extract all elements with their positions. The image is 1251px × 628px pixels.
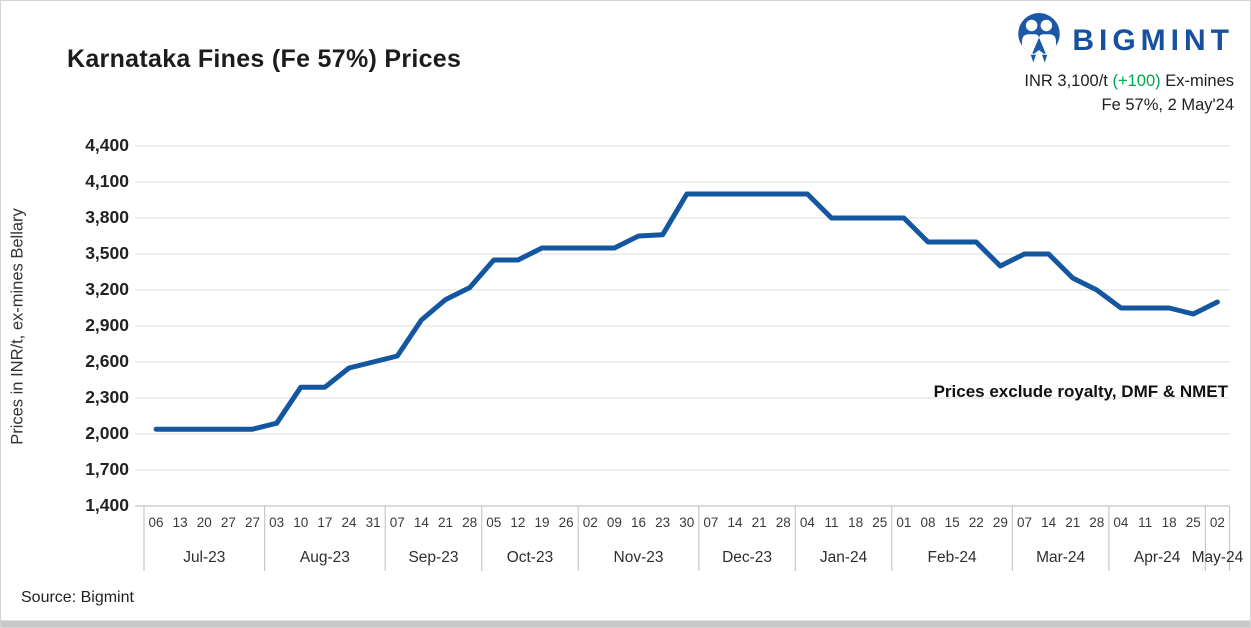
month-label: Mar-24 (1036, 549, 1085, 566)
price-series-line (153, 191, 1220, 432)
y-tick-label: 2,000 (85, 423, 129, 443)
day-tick-label: 13 (173, 515, 188, 530)
day-tick-label: 02 (583, 515, 598, 530)
day-tick-label: 06 (149, 515, 164, 530)
day-tick-label: 05 (486, 515, 501, 530)
day-tick-label: 18 (848, 515, 863, 530)
month-label: Apr-24 (1134, 549, 1181, 566)
y-tick-label: 2,300 (85, 387, 129, 407)
y-tick-label: 3,800 (85, 207, 129, 227)
day-tick-label: 01 (896, 515, 911, 530)
page-title: Karnataka Fines (Fe 57%) Prices (67, 45, 462, 73)
day-tick-label: 07 (390, 515, 405, 530)
y-tick-label: 3,200 (85, 279, 129, 299)
y-tick-label: 3,500 (85, 243, 129, 263)
day-tick-label: 24 (342, 515, 358, 530)
day-tick-label: 14 (1041, 515, 1057, 530)
day-tick-label: 07 (1017, 515, 1032, 530)
day-tick-label: 15 (945, 515, 960, 530)
day-tick-label: 21 (1065, 515, 1080, 530)
bigmint-two-figures-icon (1016, 13, 1062, 68)
day-tick-label: 04 (1113, 515, 1129, 530)
day-tick-label: 11 (824, 515, 838, 530)
month-label: May-24 (1192, 549, 1244, 566)
day-tick-label: 22 (969, 515, 984, 530)
y-tick-label: 2,600 (85, 351, 129, 371)
day-tick-label: 17 (317, 515, 332, 530)
day-tick-label: 20 (197, 515, 212, 530)
day-tick-label: 25 (1186, 515, 1201, 530)
month-label: Sep-23 (408, 549, 458, 566)
month-label: Feb-24 (928, 549, 977, 566)
day-tick-label: 28 (776, 515, 791, 530)
y-tick-label: 2,900 (85, 315, 129, 335)
day-tick-label: 09 (607, 515, 622, 530)
royalty-annotation: Prices exclude royalty, DMF & NMET (933, 382, 1228, 401)
price-change: (+100) (1112, 72, 1161, 90)
day-tick-label: 02 (1210, 515, 1225, 530)
month-label: Aug-23 (300, 549, 350, 566)
brand-block: BIGMINT INR 3,100/t (+100) Ex-mines Fe 5… (1016, 13, 1234, 115)
price-detail-line: Fe 57%, 2 May'24 (1101, 95, 1234, 114)
y-axis-tick-labels: 4,400 4,100 3,800 3,500 3,200 2,900 2,600 2,300… (1, 1, 129, 627)
day-tick-label: 25 (872, 515, 887, 530)
day-tick-label: 14 (727, 515, 743, 530)
y-tick-label: 4,400 (85, 135, 129, 155)
month-label: Oct-23 (507, 549, 554, 566)
day-tick-label: 07 (703, 515, 718, 530)
day-tick-label: 27 (221, 515, 236, 530)
day-tick-label: 31 (366, 515, 381, 530)
brand-name: BIGMINT (1072, 23, 1234, 57)
source-label: Source: Bigmint (21, 589, 134, 606)
month-label: Nov-23 (614, 549, 664, 566)
day-tick-label: 04 (800, 515, 816, 530)
day-tick-label: 26 (559, 515, 574, 530)
day-tick-label: 08 (920, 515, 935, 530)
day-tick-label: 28 (1089, 515, 1104, 530)
month-label: Jul-23 (183, 549, 225, 566)
day-tick-label: 12 (510, 515, 525, 530)
price-suffix: Ex-mines (1165, 72, 1234, 90)
day-tick-label: 03 (269, 515, 284, 530)
day-tick-label: 14 (414, 515, 430, 530)
day-tick-label: 11 (1138, 515, 1152, 530)
day-tick-label: 21 (438, 515, 453, 530)
day-tick-label: 23 (655, 515, 670, 530)
day-tick-label: 21 (752, 515, 767, 530)
day-tick-label: 28 (462, 515, 477, 530)
day-tick-label: 29 (993, 515, 1008, 530)
price-quote-line: INR 3,100/t (+100) Ex-mines (1016, 71, 1234, 92)
day-tick-label: 27 (245, 515, 260, 530)
y-tick-label: 1,400 (85, 495, 129, 515)
price-value: INR 3,100/t (1024, 72, 1108, 90)
bottom-window-strip (1, 620, 1250, 627)
month-label: Dec-23 (722, 549, 772, 566)
day-tick-label: 10 (293, 515, 308, 530)
day-tick-label: 16 (631, 515, 646, 530)
y-tick-label: 1,700 (85, 459, 129, 479)
brand-row: BIGMINT (1016, 13, 1234, 68)
day-tick-label: 19 (535, 515, 550, 530)
y-tick-label: 4,100 (85, 171, 129, 191)
day-tick-label: 18 (1162, 515, 1177, 530)
day-tick-label: 30 (679, 515, 694, 530)
month-label: Jan-24 (820, 549, 868, 566)
